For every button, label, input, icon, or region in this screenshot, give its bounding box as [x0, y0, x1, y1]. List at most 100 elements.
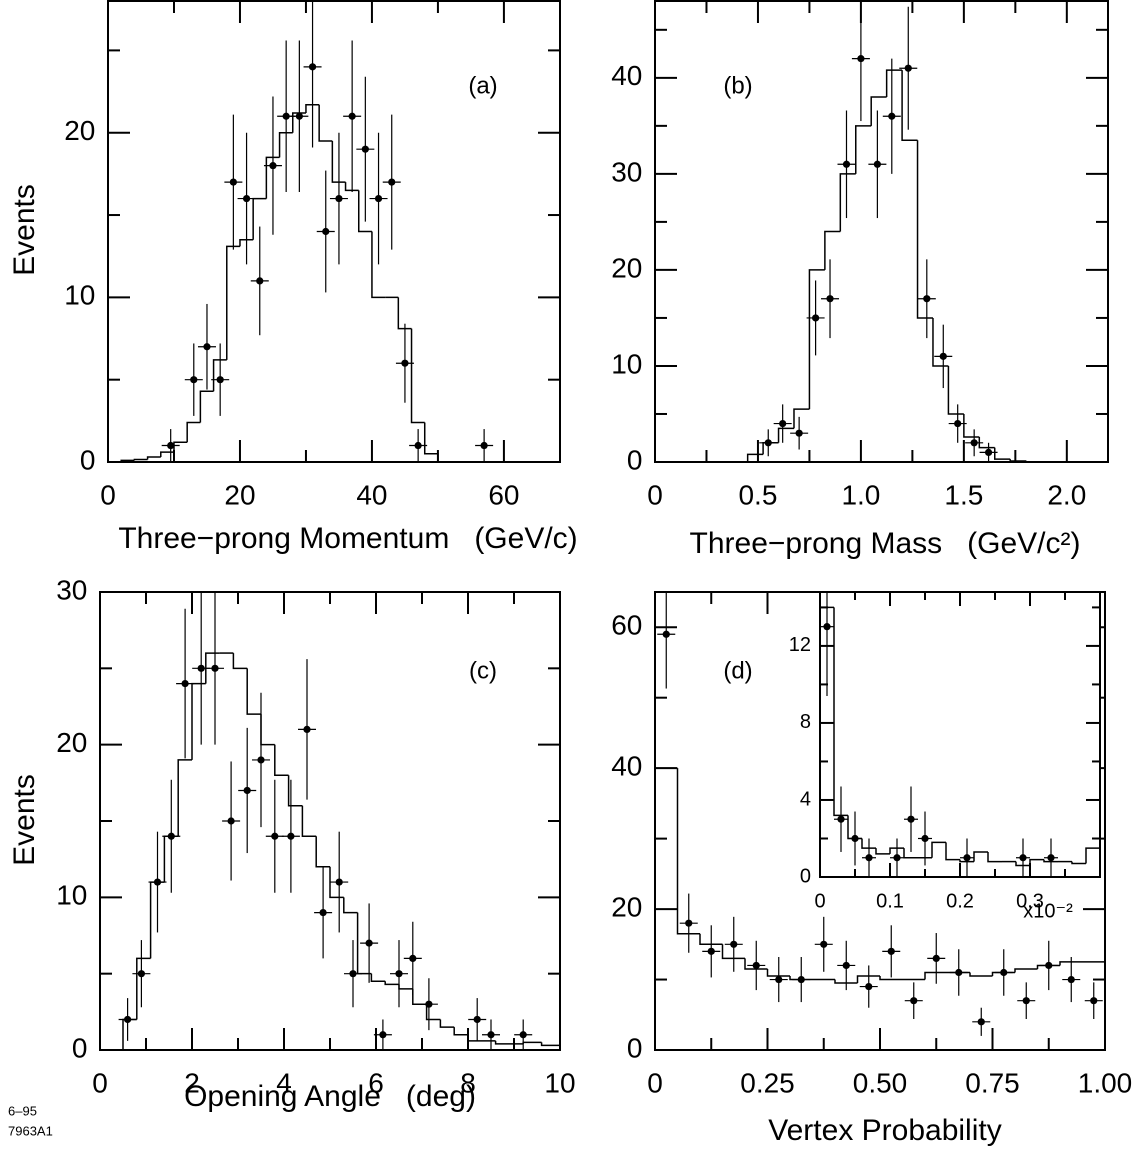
data-point: [303, 725, 311, 734]
data-point: [395, 970, 403, 978]
x-tick-label: 60: [488, 479, 519, 510]
plot-background: [655, 1, 1108, 462]
data-point: [137, 970, 145, 978]
histogram-bin: [820, 606, 834, 877]
data-point: [963, 854, 971, 862]
data-point: [409, 954, 417, 963]
data-point: [256, 277, 264, 285]
data-point: [907, 815, 915, 823]
histogram-bin: [839, 173, 856, 232]
histogram-bin: [987, 851, 1002, 863]
data-point: [242, 194, 251, 203]
x-tick-label: 2.0: [1047, 479, 1086, 510]
x-tick-label: 1.00: [1078, 1067, 1133, 1098]
data-point: [361, 145, 369, 153]
histogram-bin: [292, 112, 306, 133]
data-point: [425, 1000, 433, 1008]
y-axis-label: Events: [8, 184, 41, 276]
data-point: [295, 112, 303, 120]
x-axis-label: Vertex Probability: [768, 1114, 1001, 1147]
data-point: [374, 194, 383, 203]
histogram-bin: [879, 976, 903, 981]
data-point: [984, 448, 993, 456]
histogram-bin: [371, 231, 386, 299]
histogram-bin: [301, 805, 317, 838]
data-point: [401, 359, 409, 367]
data-point: [662, 630, 670, 638]
histogram-bin: [766, 968, 790, 977]
data-point: [797, 975, 805, 984]
x-tick-label: 1.5: [944, 479, 983, 510]
data-point: [1067, 975, 1075, 984]
histogram-bin: [344, 182, 359, 192]
data-point: [730, 940, 738, 948]
histogram-bin: [370, 973, 386, 983]
histogram-bin: [1014, 968, 1038, 973]
data-point: [707, 947, 715, 955]
x-tick-label: 0.5: [738, 479, 777, 510]
histogram-bin: [916, 140, 933, 319]
plot-background: [820, 592, 1100, 877]
histogram-bin: [315, 836, 330, 868]
data-point: [893, 854, 901, 862]
panel-label: (d): [723, 657, 752, 684]
data-point: [203, 343, 211, 351]
data-point: [923, 295, 931, 303]
histogram-bin: [885, 69, 903, 98]
histogram-bin: [978, 437, 995, 449]
data-point: [779, 419, 787, 428]
data-point: [865, 854, 873, 862]
x-tick-label: 6: [368, 1067, 384, 1098]
data-point: [487, 1031, 495, 1039]
data-point: [271, 832, 279, 840]
data-point: [282, 112, 290, 120]
histogram-bin: [357, 190, 372, 233]
histogram-bin: [875, 848, 890, 855]
data-point: [910, 997, 918, 1005]
figure-id: 7963A1: [8, 1123, 53, 1138]
data-point: [269, 162, 277, 170]
data-point: [227, 817, 235, 825]
plot-frame: [654, 0, 1109, 463]
data-point: [388, 178, 396, 186]
data-point: [775, 975, 783, 984]
histogram-bin: [136, 957, 151, 1020]
histogram-bin: [959, 859, 974, 863]
histogram-bin: [1043, 859, 1058, 863]
histogram-bin: [232, 653, 248, 670]
data-point: [685, 919, 693, 927]
data-point: [167, 441, 175, 450]
data-point: [887, 947, 895, 955]
histogram-bin: [278, 131, 293, 158]
x-multiplier: x10⁻²: [1023, 900, 1073, 922]
histogram-bin: [861, 838, 876, 849]
data-point: [752, 961, 760, 970]
y-tick-label: 40: [611, 60, 642, 91]
data-point: [823, 623, 831, 631]
data-point: [857, 55, 865, 63]
data-point: [921, 834, 929, 843]
x-tick-label: 20: [224, 479, 255, 510]
histogram-bin: [793, 408, 810, 429]
histogram-bin: [425, 1004, 441, 1021]
y-tick-label: 4: [800, 788, 811, 810]
histogram-bin: [889, 847, 904, 854]
data-point: [795, 429, 803, 437]
histogram-bin: [384, 981, 399, 986]
histogram-bin: [870, 96, 887, 126]
data-point: [379, 1031, 387, 1039]
y-tick-label: 30: [56, 574, 87, 605]
histogram-bin: [924, 971, 948, 980]
histogram-bin: [439, 1019, 455, 1028]
data-point: [873, 160, 881, 168]
histogram-bin: [808, 269, 825, 410]
plot-area: [108, 1, 494, 462]
data-point: [955, 968, 963, 977]
x-tick-label: 0.50: [853, 1067, 908, 1098]
x-tick-label: 0: [647, 1067, 663, 1098]
histogram-bin: [226, 245, 240, 360]
y-tick-label: 8: [800, 711, 811, 733]
y-tick-label: 0: [80, 444, 96, 475]
histogram-bin: [1082, 961, 1105, 1050]
